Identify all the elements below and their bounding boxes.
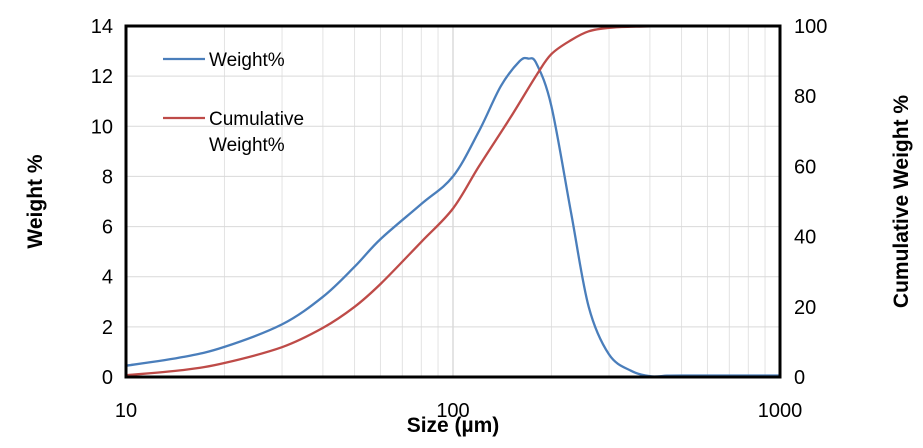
y2-tick-label: 0 [794, 367, 805, 389]
legend-label-line: Cumulative [209, 109, 304, 130]
y-tick-label: 10 [91, 116, 113, 138]
legend-label-line: Weight% [209, 50, 285, 71]
y2-axis-title: Cumulative Weight % [890, 95, 913, 308]
y-tick-label: 12 [91, 66, 113, 88]
y-tick-label: 14 [91, 16, 113, 38]
y-axis-title: Weight % [24, 154, 47, 248]
legend-label-line: Weight% [209, 135, 285, 156]
y-tick-label: 2 [102, 317, 113, 339]
legend-label-1: Cumulative Weight% [209, 109, 304, 156]
y2-tick-label: 40 [794, 227, 816, 249]
y2-tick-label: 100 [794, 16, 827, 38]
y-tick-label: 8 [102, 166, 113, 188]
y-tick-label: 0 [102, 367, 113, 389]
legend: Weight% Cumulative Weight% [163, 50, 304, 156]
x-tick-label: 10 [115, 400, 137, 422]
x-tick-label: 100 [436, 400, 469, 422]
y2-tick-label: 60 [794, 156, 816, 178]
tick-labels: 10 100 1000 0 2 4 6 8 10 12 14 0 20 40 60 80 100 [91, 16, 828, 422]
plot-frame [124, 24, 782, 379]
y-tick-label: 4 [102, 267, 113, 289]
grid [126, 26, 780, 377]
y2-tick-label: 20 [794, 297, 816, 319]
y2-tick-label: 80 [794, 86, 816, 108]
y-tick-label: 6 [102, 217, 113, 239]
x-axis-title: Size (µm) [407, 414, 500, 437]
legend-label-0: Weight% [209, 50, 285, 71]
x-tick-label: 1000 [758, 400, 803, 422]
